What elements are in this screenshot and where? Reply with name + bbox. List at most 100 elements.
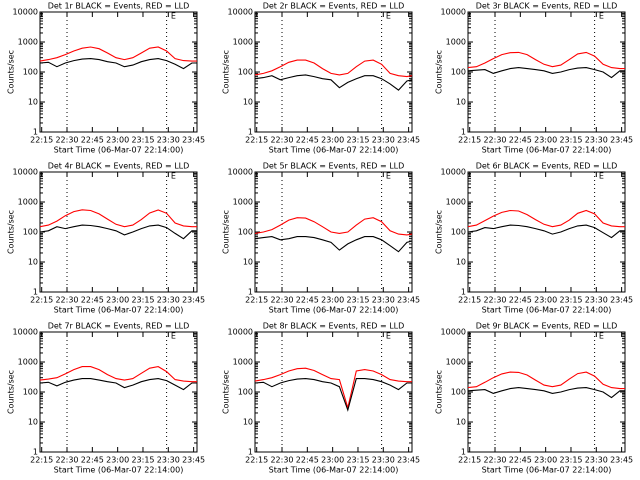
x-tick-label: 23:00 <box>106 456 129 465</box>
x-axis-label: Start Time (06-Mar-07 22:14:00) <box>269 306 399 315</box>
x-tick-label: 22:15 <box>458 136 481 145</box>
y-tick-label: 10 <box>28 258 38 267</box>
x-tick-label: 22:15 <box>458 296 481 305</box>
y-tick-label: 10000 <box>228 168 253 177</box>
y-tick-label: 10 <box>456 98 466 107</box>
x-tick-label: 23:15 <box>559 296 582 305</box>
panel: Det 1r BLACK = Events, RED = LLD 1 10 100 10… <box>7 2 206 155</box>
chart-title: Det 8r BLACK = Events, RED = LLD <box>263 322 405 331</box>
y-tick-label: 1000 <box>446 198 466 207</box>
x-tick-label: 23:15 <box>346 136 369 145</box>
x-tick-label: 23:30 <box>157 456 180 465</box>
y-tick-label: 1 <box>248 288 253 297</box>
series-line <box>254 217 413 236</box>
series-line <box>467 387 625 399</box>
x-tick-label: 22:15 <box>458 456 481 465</box>
series-line <box>39 378 197 391</box>
x-tick-label: 22:30 <box>483 296 506 305</box>
series-line <box>39 58 197 70</box>
y-tick-label: 1000 <box>446 358 466 367</box>
series-line <box>254 59 413 78</box>
y-tick-label: 1000 <box>18 38 38 47</box>
panel: Det 4r BLACK = Events, RED = LLD 1 10 100 10… <box>7 162 206 315</box>
y-tick-label: 10 <box>456 258 466 267</box>
x-axis-label: Start Time (06-Mar-07 22:14:00) <box>269 146 399 155</box>
y-axis-label: Counts/sec <box>435 210 444 254</box>
y-axis-label: Counts/sec <box>7 370 16 414</box>
x-tick-label: 23:00 <box>321 136 344 145</box>
y-tick-label: 10 <box>243 98 253 107</box>
y-tick-label: 10000 <box>13 328 38 337</box>
y-tick-label: 1 <box>248 448 253 457</box>
x-tick-label: 23:30 <box>157 136 180 145</box>
x-tick-label: 23:45 <box>397 136 420 145</box>
x-tick-label: 22:45 <box>81 136 104 145</box>
x-tick-label: 23:30 <box>585 296 608 305</box>
y-axis-label: Counts/sec <box>222 210 231 254</box>
x-tick-label: 22:15 <box>30 456 53 465</box>
x-tick-label: 23:15 <box>559 136 582 145</box>
x-axis-label: Start Time (06-Mar-07 22:14:00) <box>54 306 184 315</box>
y-tick-label: 1000 <box>233 198 253 207</box>
x-tick-label: 23:00 <box>321 296 344 305</box>
chart-title: Det 3r BLACK = Events, RED = LLD <box>476 2 618 11</box>
x-tick-label: 23:30 <box>372 456 395 465</box>
panel: Det 2r BLACK = Events, RED = LLD 1 10 100 10… <box>222 2 421 155</box>
x-tick-label: 23:15 <box>346 296 369 305</box>
x-axis-label: Start Time (06-Mar-07 22:14:00) <box>482 466 612 475</box>
y-tick-label: 10 <box>28 98 38 107</box>
y-tick-label: 100 <box>23 228 38 237</box>
x-tick-label: 22:45 <box>509 296 532 305</box>
y-axis-label: Counts/sec <box>435 50 444 94</box>
chart-title: Det 6r BLACK = Events, RED = LLD <box>476 162 618 171</box>
y-tick-label: 10000 <box>441 8 466 17</box>
panel: Det 6r BLACK = Events, RED = LLD 1 10 100 10… <box>435 162 634 315</box>
series-line <box>254 74 413 91</box>
y-tick-label: 1 <box>461 288 466 297</box>
x-axis-label: Start Time (06-Mar-07 22:14:00) <box>482 306 612 315</box>
x-tick-label: 22:15 <box>30 296 53 305</box>
x-tick-label: 22:15 <box>245 296 268 305</box>
annotation: E <box>171 332 176 341</box>
annotation: E <box>171 172 176 181</box>
x-tick-label: 23:30 <box>372 136 395 145</box>
x-axis-label: Start Time (06-Mar-07 22:14:00) <box>269 466 399 475</box>
x-tick-label: 23:45 <box>182 136 205 145</box>
x-tick-label: 22:45 <box>509 456 532 465</box>
series-line <box>39 46 197 62</box>
annotation: E <box>386 332 391 341</box>
x-tick-label: 23:15 <box>131 296 154 305</box>
y-tick-label: 1 <box>33 128 38 137</box>
chart-title: Det 7r BLACK = Events, RED = LLD <box>48 322 190 331</box>
panel: Det 5r BLACK = Events, RED = LLD 1 10 100 10… <box>222 162 421 315</box>
y-tick-label: 100 <box>238 68 253 77</box>
x-tick-label: 22:30 <box>483 136 506 145</box>
series-line <box>254 367 412 410</box>
x-tick-label: 22:30 <box>55 456 78 465</box>
chart-title: Det 9r BLACK = Events, RED = LLD <box>476 322 618 331</box>
y-tick-label: 1000 <box>446 38 466 47</box>
y-tick-label: 1000 <box>18 198 38 207</box>
annotation: E <box>171 12 176 21</box>
x-tick-label: 22:45 <box>81 296 104 305</box>
y-tick-label: 1 <box>33 448 38 457</box>
y-tick-label: 10 <box>456 418 466 427</box>
y-tick-label: 1 <box>33 288 38 297</box>
x-axis-label: Start Time (06-Mar-07 22:14:00) <box>54 146 184 155</box>
y-tick-label: 100 <box>451 388 466 397</box>
x-tick-label: 22:45 <box>296 456 319 465</box>
x-tick-label: 23:30 <box>157 296 180 305</box>
series-line <box>254 236 413 253</box>
series-line <box>467 371 625 390</box>
x-tick-label: 23:00 <box>534 296 557 305</box>
y-tick-label: 1 <box>461 448 466 457</box>
y-tick-label: 10000 <box>228 328 253 337</box>
y-tick-label: 1 <box>248 128 253 137</box>
annotation: E <box>599 172 604 181</box>
x-tick-label: 22:30 <box>55 136 78 145</box>
x-tick-label: 23:45 <box>610 456 633 465</box>
y-tick-label: 10 <box>243 258 253 267</box>
x-tick-label: 23:45 <box>397 296 420 305</box>
y-tick-label: 10000 <box>13 8 38 17</box>
